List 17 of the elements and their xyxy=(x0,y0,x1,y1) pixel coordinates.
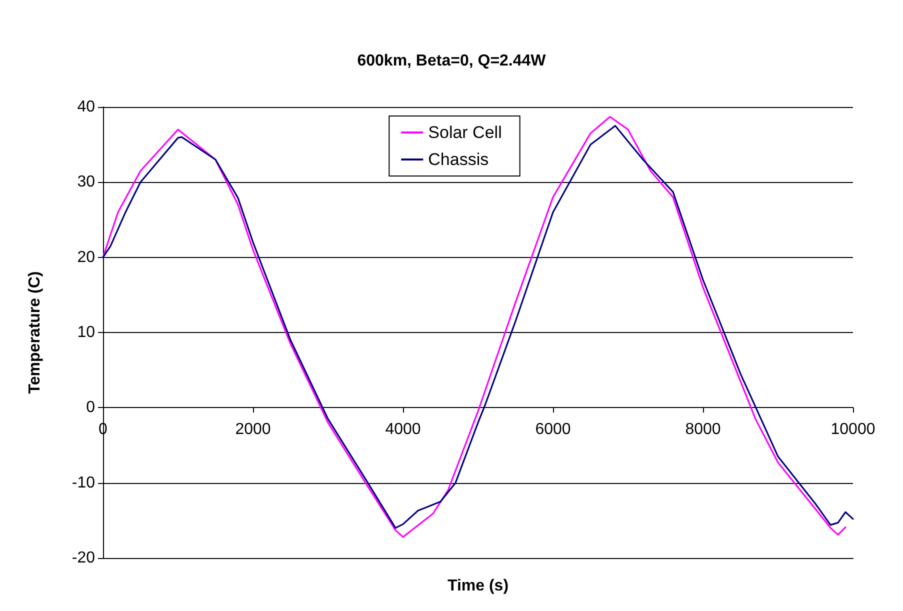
y-tick-label: 40 xyxy=(77,98,96,116)
x-tick-label: 10000 xyxy=(830,421,876,438)
legend-label: Solar Cell xyxy=(428,123,502,142)
y-tick-label: 20 xyxy=(77,248,96,266)
y-tick-label: -10 xyxy=(72,474,96,492)
y-tick-label: 10 xyxy=(77,324,96,341)
x-tick-label: 6000 xyxy=(535,421,571,438)
y-tick-label: 0 xyxy=(86,399,96,416)
x-tick-label: 8000 xyxy=(685,421,721,438)
y-axis-title: Temperature (C) xyxy=(26,271,44,394)
x-axis-title: Time (s) xyxy=(447,578,509,594)
y-tick-label: 30 xyxy=(77,174,96,191)
y-tick-label: -20 xyxy=(72,550,96,566)
chart-title: 600km, Beta=0, Q=2.44W xyxy=(357,52,547,70)
x-tick-label: 4000 xyxy=(385,421,421,438)
x-tick-label: 2000 xyxy=(235,421,271,438)
legend-label: Chassis xyxy=(428,150,489,169)
